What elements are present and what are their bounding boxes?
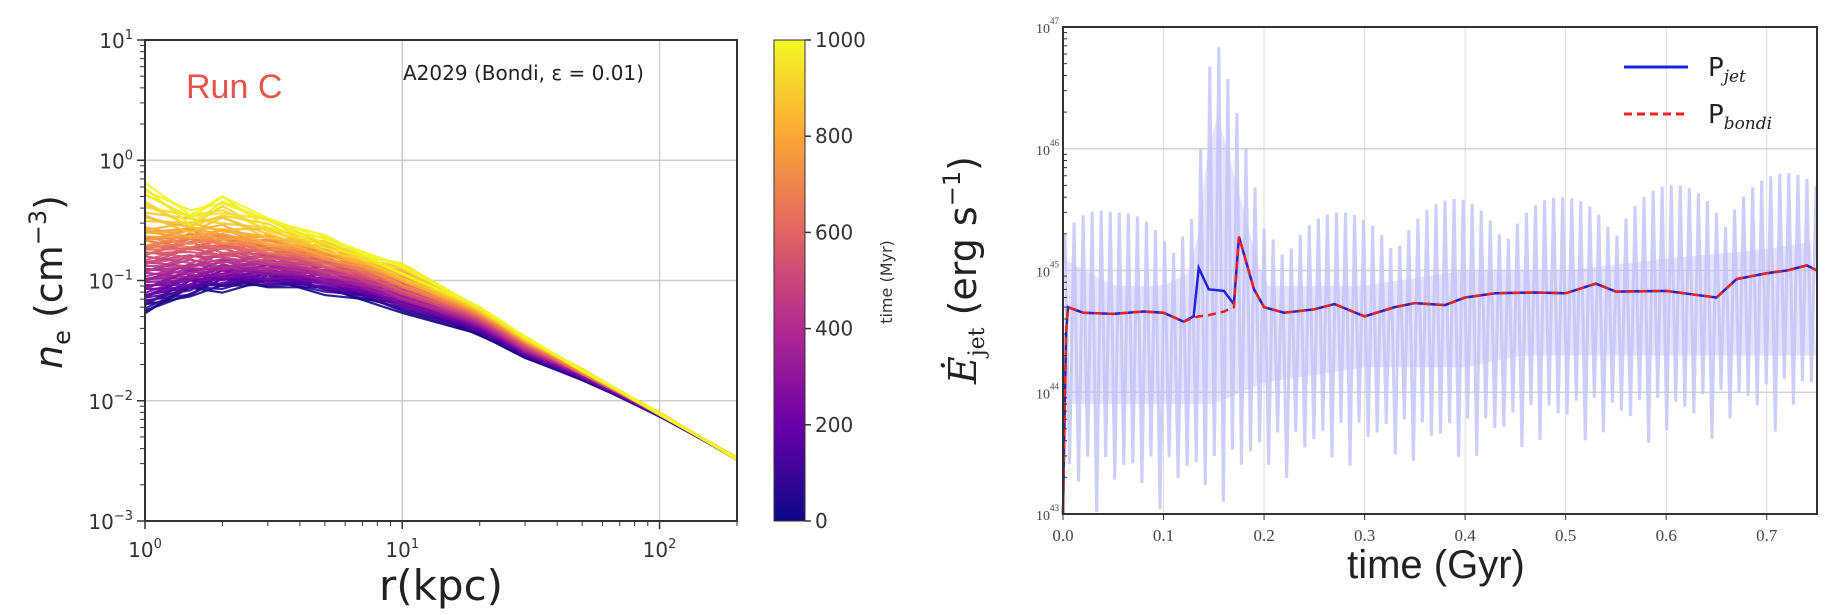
y-tick-label-exp: 44 xyxy=(1050,381,1060,391)
variability-band xyxy=(1067,115,1816,405)
x-tick-label-base: 10 xyxy=(128,538,153,562)
y-tick-label-base: 10 xyxy=(88,390,113,414)
x-tick-label: 0.7 xyxy=(1756,526,1778,545)
colorbar-tick-label: 0 xyxy=(815,509,828,533)
y-tick-label: 100 xyxy=(99,148,133,173)
y-tick-label-base: 10 xyxy=(1036,387,1050,402)
y-tick-label-base: 10 xyxy=(1036,509,1050,524)
y-tick-label: 1043 xyxy=(1036,503,1060,524)
y-tick-label: 1044 xyxy=(1036,381,1060,402)
x-tick-label-exp: 2 xyxy=(668,537,676,552)
x-tick-label: 0.3 xyxy=(1354,526,1375,545)
x-tick-label-base: 10 xyxy=(385,538,410,562)
right-ticks: 0.0 0.1 0.2 0.3 0.4 0.5 0.6 0.71043104410451046… xyxy=(1036,16,1778,545)
legend-label-p-bondi: Pbondi xyxy=(1708,100,1772,134)
right-plot-frame xyxy=(1062,26,1818,515)
x-tick-label-exp: 0 xyxy=(154,537,162,552)
x-tick-label: 100 xyxy=(128,537,162,562)
y-tick-label-exp: 46 xyxy=(1050,138,1060,148)
y-tick-label-exp: 0 xyxy=(125,148,133,163)
left-curves xyxy=(144,181,738,461)
legend-label-p-jet: Pjet xyxy=(1708,53,1746,87)
left-x-axis-label: r(kpc) xyxy=(379,561,503,610)
y-tick-label-exp: 1 xyxy=(125,28,133,43)
y-tick-label: 10−2 xyxy=(88,389,133,414)
colorbar-tick-label: 600 xyxy=(815,220,853,244)
colorbar-ticks: 0 200 400 600 800 1000 xyxy=(805,28,866,533)
y-tick-label-base: 10 xyxy=(88,270,113,294)
y-tick-label: 101 xyxy=(99,28,133,53)
y-tick-label-exp: −3 xyxy=(114,509,133,524)
y-tick-label-exp: −1 xyxy=(114,269,133,284)
legend-label-sub: bondi xyxy=(1724,114,1772,134)
x-tick-label: 0.5 xyxy=(1555,526,1576,545)
y-tick-label-base: 10 xyxy=(1036,22,1050,37)
y-tick-label-exp: 47 xyxy=(1050,16,1060,26)
x-tick-label: 0.2 xyxy=(1253,526,1274,545)
x-tick-label: 0.1 xyxy=(1153,526,1174,545)
colorbar: 0 200 400 600 800 1000 time (Myr) xyxy=(773,28,896,533)
colorbar-tick-label: 400 xyxy=(815,317,853,341)
right-series xyxy=(1061,236,1818,515)
variability-line xyxy=(1063,47,1818,513)
y-tick-label: 1045 xyxy=(1036,260,1060,281)
series-p-bondi xyxy=(1061,236,1818,515)
colorbar-gradient xyxy=(773,39,806,522)
legend-label-main: P xyxy=(1708,53,1724,83)
dataset-label: A2029 (Bondi, ε = 0.01) xyxy=(403,61,644,85)
profile-curve xyxy=(144,211,738,461)
legend-label-sub: jet xyxy=(1720,67,1746,87)
y-tick-label: 10−3 xyxy=(88,509,133,534)
x-tick-label: 0.0 xyxy=(1052,526,1073,545)
y-tick-label: 1046 xyxy=(1036,138,1060,159)
colorbar-label: time (Myr) xyxy=(877,240,896,324)
left-y-axis-label: ne (cm−3) xyxy=(24,195,76,369)
colorbar-tick-label: 800 xyxy=(815,124,853,148)
x-tick-label-exp: 1 xyxy=(411,537,419,552)
jet-power-chart: 0.0 0.1 0.2 0.3 0.4 0.5 0.6 0.71043104410451046… xyxy=(938,16,1818,587)
y-tick-label-base: 10 xyxy=(1036,266,1050,281)
y-tick-label-base: 10 xyxy=(99,149,124,173)
y-tick-label-base: 10 xyxy=(99,29,124,53)
colorbar-tick-label: 200 xyxy=(815,413,853,437)
right-x-axis-label: time (Gyr) xyxy=(1347,543,1525,587)
x-tick-label: 0.6 xyxy=(1656,526,1677,545)
profile-curve xyxy=(144,181,738,460)
y-tick-label-base: 10 xyxy=(1036,144,1050,159)
x-tick-label: 101 xyxy=(385,537,419,562)
y-tick-label-exp: 43 xyxy=(1050,503,1060,513)
legend-label-main: P xyxy=(1708,100,1724,130)
y-tick-label: 10−1 xyxy=(88,269,133,294)
right-y-axis-label: Ėjet (erg s−1) xyxy=(938,156,990,385)
y-tick-label-exp: −2 xyxy=(114,389,133,404)
x-tick-label-base: 10 xyxy=(643,538,668,562)
y-tick-label: 1047 xyxy=(1036,16,1060,37)
x-tick-label: 0.4 xyxy=(1455,526,1477,545)
run-label: Run C xyxy=(186,68,282,106)
y-tick-label-exp: 45 xyxy=(1050,260,1060,270)
x-tick-label: 102 xyxy=(643,537,677,562)
background-variability xyxy=(1063,47,1818,513)
y-tick-label-base: 10 xyxy=(88,510,113,534)
profile-curve xyxy=(144,193,738,461)
colorbar-tick-label: 1000 xyxy=(815,28,866,52)
